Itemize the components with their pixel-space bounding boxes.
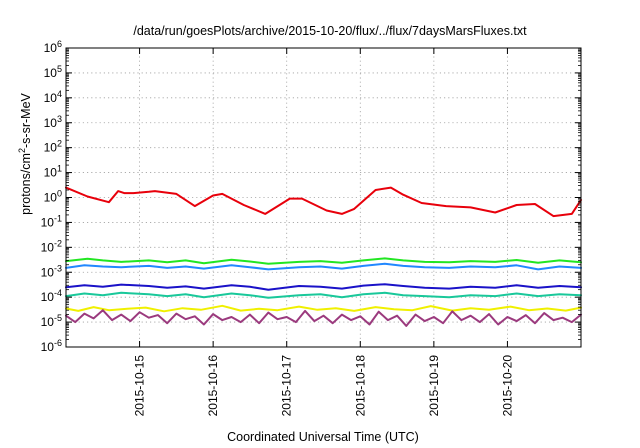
y-axis-label-sup: 2 (17, 148, 27, 153)
y-tick-label: 101 (44, 164, 62, 180)
y-tick-label: 10-4 (41, 288, 62, 304)
y-tick-label: 10-1 (41, 213, 62, 229)
y-tick-label-base: 10 (44, 141, 58, 155)
y-tick-label-base: 10 (41, 290, 55, 304)
y-axis-label: protons/cm2-s-sr-MeV (17, 92, 33, 214)
series-lines (65, 186, 582, 327)
y-tick-label: 103 (44, 114, 62, 130)
y-tick-label-base: 10 (44, 91, 58, 105)
y-tick-label-exp: 2 (57, 139, 62, 149)
y-tick-label: 10-3 (41, 263, 62, 279)
series-line-1 (65, 186, 582, 218)
series-line-6 (65, 304, 582, 313)
y-tick-label-base: 10 (41, 340, 55, 354)
y-tick-label-exp: -1 (54, 213, 62, 223)
chart-title: /data/run/goesPlots/archive/2015-10-20/f… (133, 24, 527, 38)
x-axis-label: Coordinated Universal Time (UTC) (227, 430, 419, 444)
series-line-4 (65, 283, 582, 291)
y-tick-label-exp: -4 (54, 288, 62, 298)
x-tick-label: 2015-10-16 (206, 355, 220, 417)
y-tick-label-base: 10 (41, 315, 55, 329)
y-tick-label: 10-5 (41, 313, 62, 329)
y-tick-label-exp: 5 (57, 64, 62, 74)
y-tick-label-base: 10 (44, 191, 58, 205)
series-line-2 (65, 257, 582, 265)
y-axis-label-base: protons/cm (19, 153, 33, 215)
y-tick-label-base: 10 (41, 265, 55, 279)
y-tick-label: 102 (44, 139, 62, 155)
x-tick-label: 2015-10-17 (280, 355, 294, 417)
y-tick-label-base: 10 (44, 166, 58, 180)
y-tick-label-exp: 3 (57, 114, 62, 124)
y-tick-label-exp: -2 (54, 238, 62, 248)
y-tick-label: 10-2 (41, 238, 62, 254)
x-tick-label: 2015-10-18 (353, 355, 367, 417)
y-tick-label: 10-6 (41, 338, 62, 354)
x-tick-label: 2015-10-15 (133, 355, 147, 417)
y-axis: 10-610-510-410-310-210-11001011021031041… (41, 39, 581, 354)
series-line-3 (65, 262, 582, 271)
y-tick-label-exp: 0 (57, 189, 62, 199)
y-tick-label-base: 10 (41, 215, 55, 229)
x-tick-label: 2015-10-19 (427, 355, 441, 417)
y-tick-label-base: 10 (44, 41, 58, 55)
y-axis-label-rest: -s-sr-MeV (19, 92, 33, 148)
y-tick-label-exp: 4 (57, 89, 62, 99)
y-tick-label: 106 (44, 39, 62, 55)
x-tick-label: 2015-10-20 (500, 355, 514, 417)
y-tick-label-base: 10 (41, 240, 55, 254)
y-tick-label: 104 (44, 89, 62, 105)
y-tick-label-exp: -6 (54, 338, 62, 348)
y-tick-label-exp: 6 (57, 39, 62, 49)
y-tick-label: 100 (44, 189, 62, 205)
y-tick-label: 105 (44, 64, 62, 80)
x-axis: 2015-10-15 2015-10-16 2015-10-17 2015-10-18… (133, 48, 514, 417)
y-tick-label-base: 10 (44, 116, 58, 130)
y-tick-label-exp: -3 (54, 263, 62, 273)
y-tick-label-exp: 1 (57, 164, 62, 174)
y-tick-label-base: 10 (44, 66, 58, 80)
y-tick-label-exp: -5 (54, 313, 62, 323)
series-line-5 (65, 291, 582, 299)
series-line-7 (65, 309, 582, 327)
